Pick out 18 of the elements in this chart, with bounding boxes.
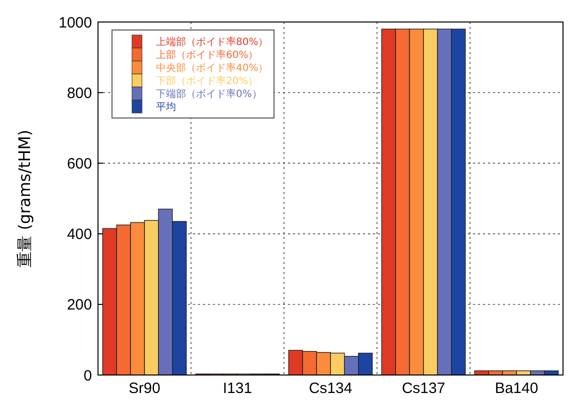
- x-tick-label: Cs137: [402, 380, 446, 397]
- y-tick-label: 0: [84, 367, 92, 384]
- x-tick-label: Ba140: [494, 380, 538, 397]
- legend-label: 上部（ボイド率60%）: [156, 49, 258, 61]
- legend-label: 中央部（ボイド率40%）: [156, 62, 268, 74]
- y-tick-label: 1000: [58, 14, 92, 32]
- y-tick-label: 200: [66, 296, 92, 314]
- legend-label: 平均: [156, 101, 176, 113]
- y-axis-title: 重量 (grams/tHM): [15, 130, 34, 268]
- x-tick-label: I131: [222, 380, 252, 397]
- legend-label: 下部（ボイド率20%）: [156, 75, 258, 87]
- legend-label: 下端部（ボイド率0%）: [156, 88, 262, 100]
- y-tick-label: 600: [66, 155, 92, 172]
- legend-label: 上端部（ボイド率80%）: [156, 36, 268, 48]
- y-tick-label: 800: [66, 84, 92, 102]
- x-tick-label: Cs134: [308, 380, 352, 397]
- y-tick-label: 400: [66, 226, 92, 244]
- x-tick-label: Sr90: [128, 380, 160, 397]
